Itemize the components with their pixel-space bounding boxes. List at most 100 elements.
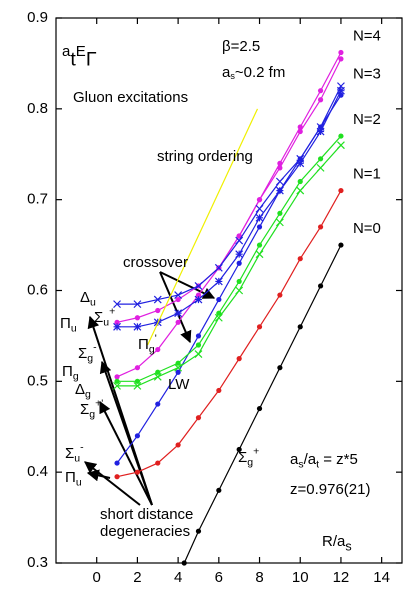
point [317, 124, 324, 130]
point [255, 204, 264, 213]
point [297, 124, 303, 130]
point [214, 263, 223, 272]
series-label: N=1 [353, 166, 381, 183]
point [235, 286, 244, 295]
annotation: β=2.5 [222, 38, 260, 55]
text-part: string ordering [157, 148, 253, 165]
text-part: Π [60, 315, 71, 332]
y-tick-label: 0.6 [27, 281, 48, 298]
point [216, 487, 222, 493]
point [338, 133, 344, 139]
series-label: N=4 [353, 27, 381, 44]
series-line [116, 94, 342, 464]
superscript: ' [155, 332, 157, 344]
point [155, 346, 161, 353]
point [195, 292, 202, 298]
text-part: ~0.2 fm [235, 64, 285, 81]
point [296, 186, 305, 195]
chart-subtitle: Gluon excitations [73, 89, 188, 106]
y-tick-label: 0.9 [27, 9, 48, 26]
point [114, 460, 120, 466]
text-part: Π [62, 363, 73, 380]
point [133, 322, 142, 331]
point [255, 213, 264, 222]
point [236, 233, 242, 239]
point [216, 387, 222, 394]
annotation: short distance [100, 506, 193, 523]
point [296, 159, 305, 168]
subscript: g [87, 352, 93, 364]
point [255, 250, 264, 259]
point [275, 218, 284, 227]
series-line [117, 90, 342, 328]
series-label: N=2 [353, 111, 381, 128]
series-line [147, 108, 259, 346]
text-part: a [222, 64, 231, 81]
point [175, 319, 181, 325]
point [155, 369, 161, 375]
point [275, 177, 284, 186]
point [277, 210, 283, 216]
x-tick-label: 6 [215, 569, 223, 586]
superscript: - [93, 341, 97, 353]
point [337, 141, 345, 150]
superscript: +' [95, 397, 103, 409]
text-part: crossover [123, 254, 188, 271]
subscript: t [70, 49, 76, 71]
point [134, 433, 141, 439]
point [134, 469, 141, 475]
point [297, 256, 303, 262]
state-label: Σg-​ [78, 341, 97, 364]
state-label: Δu​ [80, 289, 96, 308]
text-part: Σ [80, 401, 89, 418]
point [337, 86, 345, 95]
x-tick-label: 2 [133, 569, 141, 586]
point [194, 350, 203, 359]
point [236, 278, 242, 285]
text-part: Σ [94, 309, 103, 326]
point [277, 365, 283, 371]
state-label: Σu-​ [65, 441, 84, 464]
point [113, 381, 121, 390]
arrows [84, 271, 216, 506]
text-part: E [76, 43, 86, 60]
point [175, 369, 181, 375]
text-part: R/a [322, 533, 346, 550]
annotation: string ordering [157, 148, 253, 165]
y-tick-label: 0.3 [27, 554, 48, 571]
subscript: u [76, 476, 82, 488]
point [236, 356, 242, 362]
point [175, 360, 181, 366]
series-label: N=0 [353, 220, 381, 237]
point [256, 224, 263, 230]
x-tick-label: 8 [255, 569, 263, 586]
chart-title: at​EΓ​ [62, 43, 97, 71]
series-line [117, 85, 342, 305]
point [256, 242, 263, 248]
subscript: u [74, 452, 80, 464]
text-part: β=2.5 [222, 38, 260, 55]
point [214, 313, 223, 322]
point [194, 282, 203, 290]
text-part: a [62, 43, 71, 60]
annotation: z=0.976(21) [290, 481, 370, 498]
point [338, 92, 344, 98]
y-tick-label: 0.5 [27, 372, 48, 389]
point [113, 322, 121, 331]
point [153, 372, 162, 381]
point [236, 260, 242, 266]
point [114, 319, 120, 325]
point [175, 296, 181, 303]
point [195, 333, 202, 339]
point [195, 415, 202, 421]
subscript: u [103, 316, 109, 328]
state-label: Πg​ [62, 363, 79, 382]
text-part: Π [65, 469, 76, 486]
point [153, 295, 162, 304]
superscript: + [109, 305, 115, 317]
text-part: /a [304, 451, 317, 468]
y-tick-label: 0.8 [27, 100, 48, 117]
point [155, 460, 161, 466]
x-tick-label: 14 [373, 569, 390, 586]
